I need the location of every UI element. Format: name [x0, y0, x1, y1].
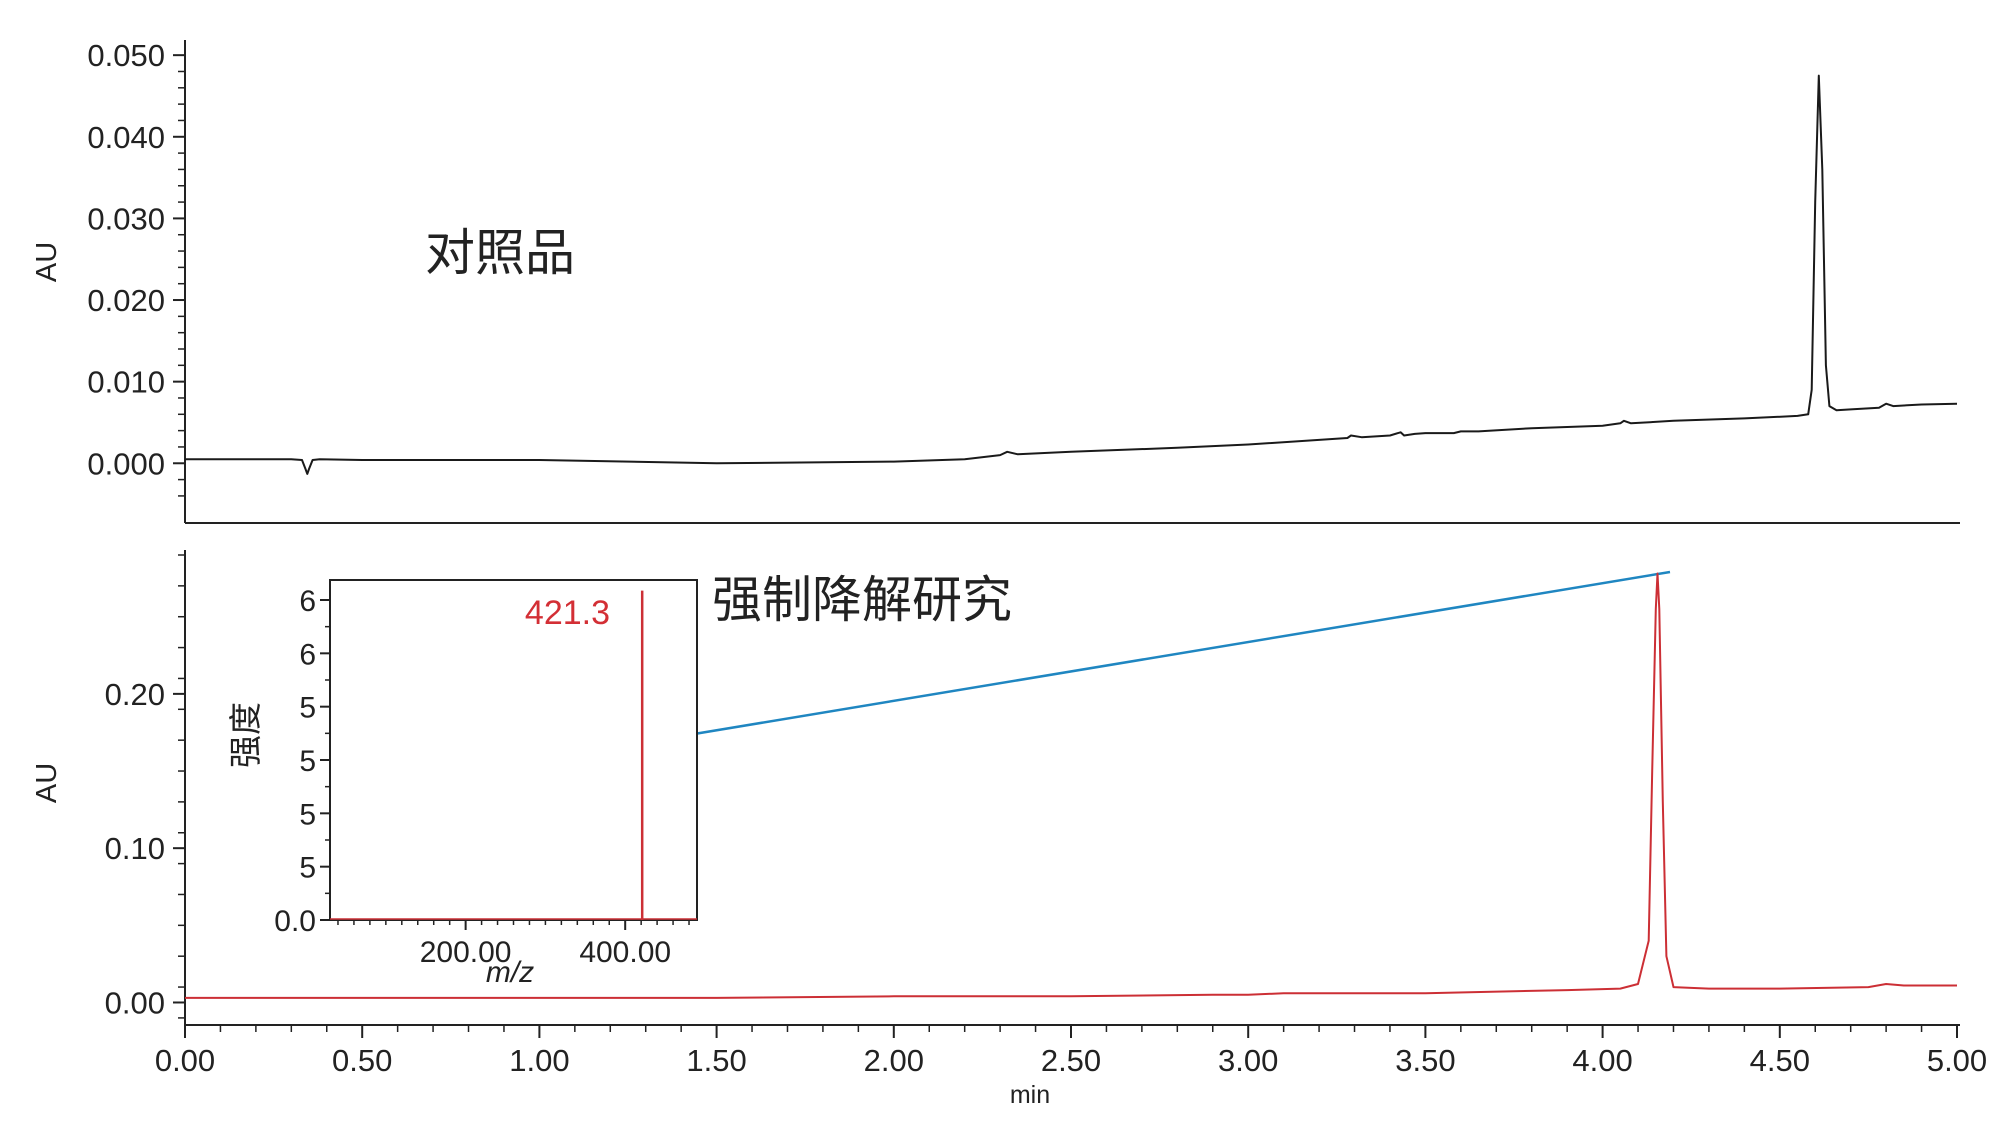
inset-x-axis-title: m/z [486, 956, 534, 989]
x-tick-label: 3.50 [1395, 1043, 1455, 1078]
bottom-y-tick-label: 0.10 [105, 831, 165, 866]
x-tick-label: 4.00 [1572, 1043, 1632, 1078]
mass-spectrum-inset: 200.00 400.00 0.0 5 5 5 5 6 6 [274, 579, 698, 969]
bottom-y-tick-label: 0.00 [105, 985, 165, 1020]
inset-y-tick-label: 5 [299, 852, 316, 885]
x-tick-label: 2.50 [1041, 1043, 1101, 1078]
inset-frame [329, 579, 698, 921]
top-y-tick-label: 0.030 [87, 201, 165, 236]
inset-y-tick-label: 5 [299, 692, 316, 725]
inset-y-tick-label: 6 [299, 638, 316, 671]
inset-x-tick-label: 200.00 [420, 936, 512, 969]
degradation-chromatogram-line [185, 572, 1957, 999]
top-y-tick-label: 0.020 [87, 283, 165, 318]
series-layer [185, 74, 1958, 999]
bottom-y-tick-label: 0.20 [105, 677, 165, 712]
inset-y-tick-label: 6 [299, 585, 316, 618]
bottom-y-axis-title: AU [31, 763, 63, 803]
x-tick-label: 1.00 [509, 1043, 569, 1078]
x-axis-title: min [1010, 1081, 1050, 1109]
x-tick-label: 1.50 [686, 1043, 746, 1078]
peak-mz-label: 421.3 [525, 594, 610, 632]
reference-standard-label: 对照品 [425, 224, 575, 282]
x-tick-label: 0.00 [155, 1043, 215, 1078]
top-y-axis-title: AU [31, 242, 63, 282]
reference-chromatogram-line [185, 74, 1958, 475]
forced-degradation-label: 强制降解研究 [712, 571, 1012, 629]
x-tick-label: 2.00 [864, 1043, 924, 1078]
inset-x-tick-label: 400.00 [579, 936, 671, 969]
x-tick-label: 4.50 [1750, 1043, 1810, 1078]
top-y-tick-label: 0.000 [87, 446, 165, 481]
top-y-tick-label: 0.040 [87, 120, 165, 155]
axes-layer: 0.000 0.010 0.020 0.030 0.040 0.050 0.00 0.10 0.… [87, 38, 1987, 1078]
x-tick-label: 3.00 [1218, 1043, 1278, 1078]
inset-y-axis-title: 强度 [226, 702, 265, 768]
inset-y-tick-label: 5 [299, 798, 316, 831]
inset-y-tick-label: 0.0 [274, 905, 316, 938]
top-y-tick-label: 0.050 [87, 38, 165, 73]
top-y-tick-label: 0.010 [87, 365, 165, 400]
inset-y-tick-label: 5 [299, 745, 316, 778]
peak-to-inset-arrow [649, 570, 1671, 748]
x-tick-label: 0.50 [332, 1043, 392, 1078]
x-tick-label: 5.00 [1927, 1043, 1987, 1078]
